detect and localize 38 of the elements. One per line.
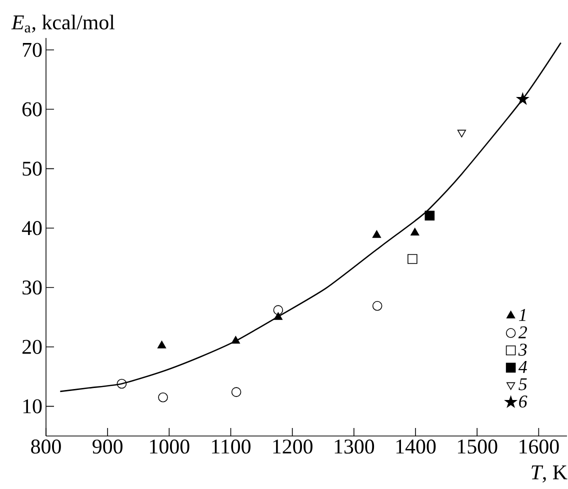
x-tick-label: 1200 — [273, 440, 312, 454]
legend-label: 3 — [518, 344, 527, 356]
x-tick-label: 1400 — [396, 440, 436, 454]
legend-label: 1 — [519, 309, 526, 321]
y-tick-label: 70 — [22, 42, 42, 57]
legend-label: 2 — [518, 326, 527, 338]
point — [372, 301, 382, 311]
point — [116, 378, 127, 389]
y-tick-label: 50 — [22, 162, 42, 176]
point — [231, 387, 242, 397]
x-tick-label: 1300 — [334, 440, 374, 454]
x-tick-label: 1600 — [520, 440, 559, 454]
x-tick-label: 1500 — [458, 440, 498, 454]
legend-label: 6 — [519, 396, 528, 408]
x-tick-label: 800 — [31, 440, 61, 454]
y-tick-label: 30 — [22, 280, 42, 295]
y-tick-label: 60 — [22, 102, 42, 116]
x-tick-label: 900 — [92, 440, 122, 454]
point — [516, 92, 529, 104]
legend-label: 5 — [518, 378, 527, 390]
point — [424, 210, 435, 221]
point — [410, 228, 420, 236]
point — [274, 312, 282, 320]
point — [158, 392, 168, 402]
point — [408, 254, 418, 264]
x-tick-label: 1100 — [212, 440, 250, 454]
point — [231, 336, 240, 344]
point — [372, 230, 382, 238]
point — [273, 305, 284, 315]
y-tick-label: 40 — [22, 221, 42, 236]
y-tick-label: 10 — [23, 399, 42, 414]
x-axis-title: T, K — [532, 466, 568, 482]
legend-label: 4 — [518, 361, 527, 373]
x-tick-label: 1000 — [150, 440, 190, 454]
y-tick-label: 20 — [22, 340, 42, 354]
line-series — [60, 42, 562, 392]
point — [157, 340, 166, 348]
y-axis-title: E$_{a}$, kcal/mol — [11, 14, 115, 32]
